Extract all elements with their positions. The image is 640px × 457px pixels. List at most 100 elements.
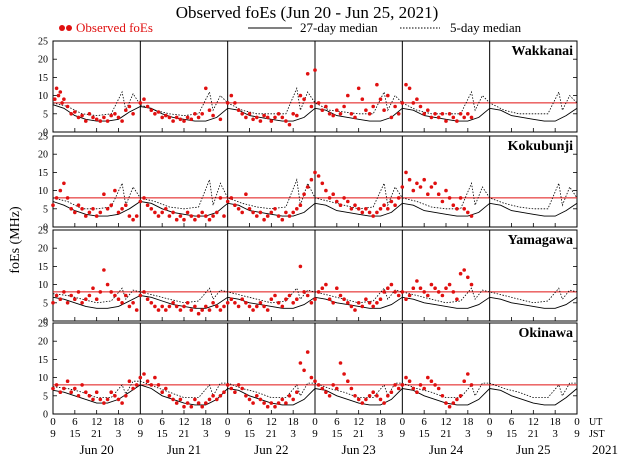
observed-point xyxy=(422,177,427,182)
observed-point xyxy=(407,177,412,182)
observed-point xyxy=(298,361,303,365)
y-tick-label: 15 xyxy=(38,355,48,366)
y-tick-label: 0 xyxy=(43,410,48,421)
observed-point xyxy=(466,112,470,116)
observed-point xyxy=(218,308,223,312)
observed-point xyxy=(331,192,336,196)
observed-point xyxy=(320,286,325,291)
observed-point xyxy=(382,108,386,112)
observed-point xyxy=(316,383,321,387)
ut-hour-label: 12 xyxy=(528,416,539,428)
ut-hour-label: 18 xyxy=(375,416,387,428)
observed-point xyxy=(171,119,175,123)
observed-point xyxy=(262,217,266,222)
observed-point xyxy=(455,207,459,211)
observed-point xyxy=(174,115,179,120)
observed-point xyxy=(418,104,423,109)
observed-point xyxy=(134,308,139,312)
observed-point xyxy=(167,394,172,398)
observed-point xyxy=(54,293,59,298)
observed-point xyxy=(167,214,172,218)
observed-point xyxy=(116,210,121,215)
median5-line xyxy=(52,287,578,304)
observed-point xyxy=(371,104,376,109)
day-label: Jun 22 xyxy=(254,442,288,457)
observed-point xyxy=(193,112,197,116)
observed-point xyxy=(87,112,92,116)
observed-point xyxy=(305,72,310,76)
observed-point xyxy=(440,199,445,204)
observed-point xyxy=(73,386,77,391)
observed-point xyxy=(120,207,124,211)
observed-point xyxy=(284,401,288,405)
observed-point xyxy=(80,383,84,387)
jst-hour-label: 21 xyxy=(528,428,539,440)
observed-point xyxy=(458,112,463,116)
observed-point xyxy=(309,104,314,109)
observed-point xyxy=(65,379,70,384)
observed-point xyxy=(273,207,277,211)
observed-point xyxy=(367,301,372,305)
jst-hour-label: 3 xyxy=(378,428,384,440)
y-tick-label: 0 xyxy=(43,317,48,328)
observed-point xyxy=(258,210,263,215)
observed-point xyxy=(200,210,204,215)
observed-point xyxy=(295,207,299,211)
observed-point xyxy=(276,301,281,305)
observed-point xyxy=(65,301,70,305)
observed-point xyxy=(178,397,183,402)
observed-point xyxy=(316,174,321,178)
observed-point xyxy=(240,112,244,116)
observed-point xyxy=(295,113,299,118)
observed-point xyxy=(305,185,310,189)
observed-point xyxy=(356,86,361,91)
observed-point xyxy=(378,397,383,402)
observed-point xyxy=(160,115,164,120)
y-tick-label: 15 xyxy=(38,73,48,84)
observed-point xyxy=(178,117,183,122)
y-tick-label: 15 xyxy=(38,168,48,179)
observed-point xyxy=(65,196,70,200)
observed-point xyxy=(189,117,194,122)
observed-point xyxy=(113,394,117,398)
observed-point xyxy=(389,282,394,287)
observed-point xyxy=(436,115,441,120)
observed-point xyxy=(444,401,448,405)
observed-point xyxy=(225,101,230,105)
observed-point xyxy=(335,386,339,391)
observed-point xyxy=(58,90,63,94)
observed-point xyxy=(76,394,81,398)
observed-point xyxy=(51,301,55,305)
observed-point xyxy=(160,390,164,395)
legend-observed-marker xyxy=(66,25,72,31)
observed-point xyxy=(324,282,328,287)
observed-point xyxy=(331,113,336,118)
observed-point xyxy=(436,192,441,196)
observed-point xyxy=(196,311,201,316)
observed-point xyxy=(440,293,445,298)
observed-point xyxy=(174,304,179,309)
observed-point xyxy=(451,290,456,294)
observed-point xyxy=(331,383,336,387)
observed-point xyxy=(429,185,434,189)
observed-point xyxy=(73,297,77,302)
observed-point xyxy=(466,275,470,280)
observed-point xyxy=(229,297,234,302)
observed-point xyxy=(353,394,357,398)
observed-point xyxy=(171,301,175,305)
observed-point xyxy=(305,293,310,298)
y-tick-label: 5 xyxy=(43,204,48,215)
observed-point xyxy=(269,210,274,215)
observed-point xyxy=(287,394,292,398)
observed-point xyxy=(244,301,248,305)
observed-point xyxy=(236,108,241,112)
observed-point xyxy=(396,196,401,200)
median27-line xyxy=(52,384,578,406)
observed-point xyxy=(280,304,285,309)
observed-point xyxy=(346,199,350,204)
observed-point xyxy=(367,112,372,116)
observed-point xyxy=(411,188,416,193)
y-tick-label: 5 xyxy=(43,109,48,120)
jst-hour-label: 9 xyxy=(487,428,493,440)
observed-point xyxy=(375,210,379,215)
